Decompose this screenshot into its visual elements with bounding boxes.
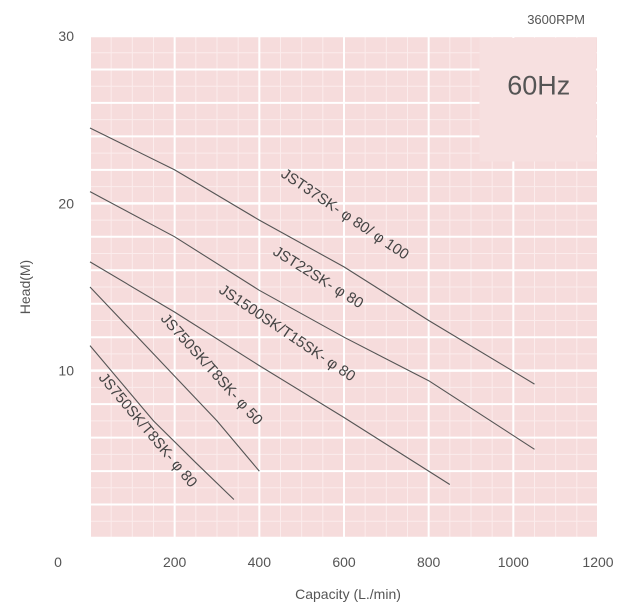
x-tick-label: 400 xyxy=(248,554,272,570)
x-axis-title: Capacity (L./min) xyxy=(295,586,401,602)
x-tick-labels: 0 200 400 600 800 1000 1200 xyxy=(54,554,614,570)
y-tick-label: 20 xyxy=(58,195,74,211)
y-tick-label: 30 xyxy=(58,28,74,44)
y-axis-title: Head(M) xyxy=(17,260,33,314)
x-tick-label: 200 xyxy=(163,554,187,570)
x-tick-label: 1000 xyxy=(498,554,529,570)
x-tick-label: 1200 xyxy=(582,554,613,570)
x-tick-label: 600 xyxy=(332,554,356,570)
frequency-label: 60Hz xyxy=(507,71,570,101)
x-tick-label: 0 xyxy=(54,554,62,570)
y-tick-label: 10 xyxy=(58,363,74,379)
speed-label: 3600RPM xyxy=(527,12,585,27)
y-tick-labels: 10 20 30 xyxy=(58,28,74,379)
x-tick-label: 800 xyxy=(417,554,441,570)
